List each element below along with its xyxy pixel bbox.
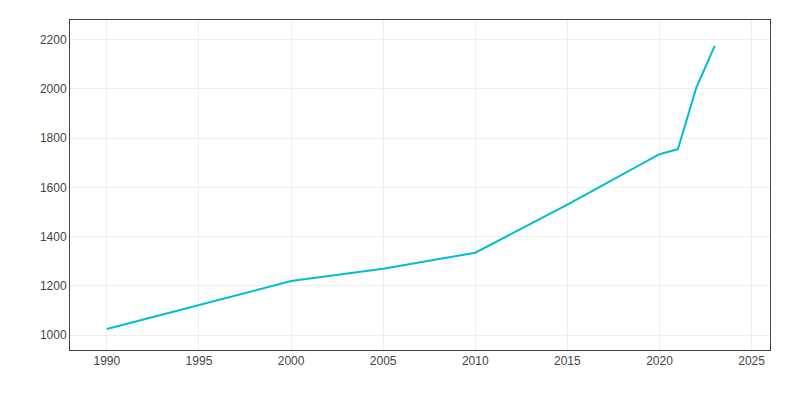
svg-text:1995: 1995 (186, 354, 213, 368)
svg-text:1800: 1800 (40, 131, 67, 145)
svg-text:1000: 1000 (40, 328, 67, 342)
svg-text:2025: 2025 (738, 354, 765, 368)
svg-text:2000: 2000 (278, 354, 305, 368)
svg-text:2005: 2005 (370, 354, 397, 368)
svg-text:1400: 1400 (40, 230, 67, 244)
svg-text:1600: 1600 (40, 181, 67, 195)
svg-text:1990: 1990 (93, 354, 120, 368)
svg-text:2015: 2015 (554, 354, 581, 368)
svg-text:1200: 1200 (40, 279, 67, 293)
svg-text:2010: 2010 (462, 354, 489, 368)
svg-text:2200: 2200 (40, 33, 67, 47)
svg-text:2020: 2020 (646, 354, 673, 368)
svg-text:2000: 2000 (40, 82, 67, 96)
